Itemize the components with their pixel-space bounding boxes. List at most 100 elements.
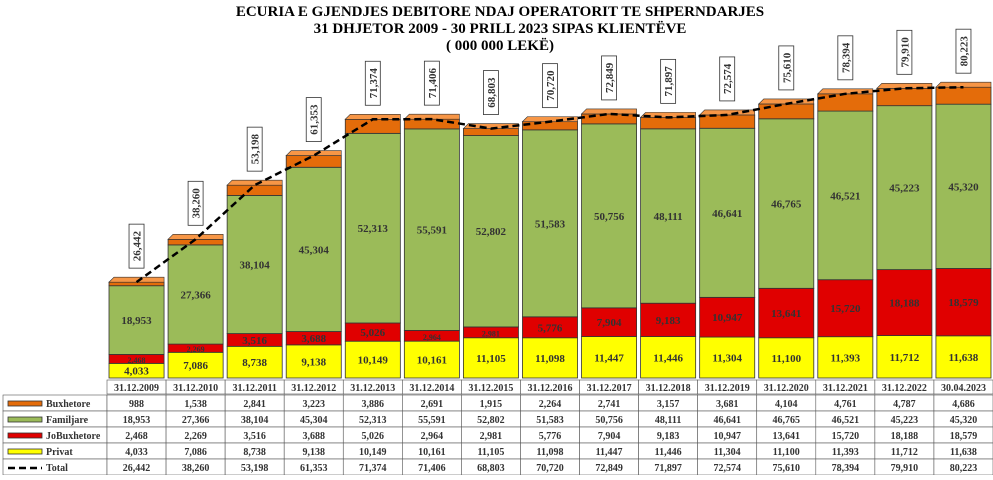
total-label-box bbox=[896, 29, 913, 75]
table-value: 11,105 bbox=[477, 447, 504, 458]
category-cell bbox=[933, 379, 993, 395]
total-label: 70,720 bbox=[545, 70, 557, 101]
data-label-privat: 11,098 bbox=[535, 353, 565, 365]
category-label: 30.04.2023 bbox=[941, 383, 986, 394]
total-label: 78,394 bbox=[840, 42, 852, 73]
table-value: 11,393 bbox=[832, 447, 859, 458]
category-label: 31.12.2022 bbox=[882, 383, 927, 394]
table-value: 9,138 bbox=[302, 447, 325, 458]
table-value: 10,947 bbox=[713, 431, 741, 442]
total-label: 80,223 bbox=[958, 36, 970, 67]
table-value: 18,188 bbox=[891, 431, 919, 442]
bar-jobuxhetore bbox=[699, 296, 756, 338]
table-value: 3,157 bbox=[657, 399, 680, 410]
table-value: 10,161 bbox=[418, 447, 446, 458]
bar-top-face bbox=[580, 108, 637, 115]
legend-label: Total bbox=[46, 463, 68, 474]
data-label-privat: 7,086 bbox=[183, 360, 208, 372]
bar-familjare bbox=[640, 128, 697, 304]
bar-buxhetore bbox=[699, 114, 756, 129]
data-label-jobuxhetore: 2,964 bbox=[423, 333, 441, 342]
table-value: 11,446 bbox=[655, 447, 682, 458]
total-label-box bbox=[305, 97, 322, 142]
bar-buxhetore bbox=[758, 103, 815, 120]
total-label-box bbox=[423, 60, 440, 106]
data-label-privat: 11,304 bbox=[712, 353, 742, 365]
table-value: 72,849 bbox=[595, 463, 623, 474]
data-label-privat: 4,033 bbox=[124, 366, 149, 378]
table-value: 2,964 bbox=[421, 431, 444, 442]
table-value: 38,104 bbox=[241, 415, 269, 426]
data-label-familjare: 48,111 bbox=[654, 211, 683, 223]
table-value: 68,803 bbox=[477, 463, 505, 474]
bar-privat bbox=[876, 335, 933, 379]
table-value: 52,802 bbox=[477, 415, 505, 426]
table-value: 3,688 bbox=[302, 431, 325, 442]
bar-buxhetore bbox=[403, 118, 460, 130]
total-label: 53,198 bbox=[250, 134, 262, 165]
table-value: 3,886 bbox=[362, 399, 385, 410]
data-label-privat: 9,138 bbox=[301, 356, 326, 368]
legend-swatch-buxhetore bbox=[7, 400, 43, 407]
table-value: 4,761 bbox=[834, 399, 857, 410]
bar-familjare bbox=[462, 135, 519, 328]
chart-title-line-2: 31 DHJETOR 2009 - 30 PRILL 2023 SIPAS KL… bbox=[314, 21, 687, 37]
data-label-jobuxhetore: 5,776 bbox=[538, 322, 563, 334]
chart-title-line-3: ( 000 000 LEKË) bbox=[446, 38, 554, 54]
bar-familjare bbox=[935, 103, 992, 269]
table-value: 2,741 bbox=[598, 399, 621, 410]
table-value: 7,086 bbox=[184, 447, 207, 458]
table-value: 80,223 bbox=[950, 463, 978, 474]
category-label: 31.12.2018 bbox=[646, 383, 691, 394]
bar-buxhetore bbox=[285, 155, 342, 168]
data-label-privat: 11,100 bbox=[771, 353, 801, 365]
data-label-familjare: 45,304 bbox=[299, 244, 330, 256]
bar-privat bbox=[167, 351, 224, 379]
table-value: 78,394 bbox=[832, 463, 860, 474]
table-value: 11,638 bbox=[950, 447, 977, 458]
legend-label: JoBuxhetore bbox=[46, 431, 101, 442]
category-label: 31.12.2012 bbox=[291, 383, 336, 394]
total-label: 38,260 bbox=[191, 188, 203, 219]
category-label: 31.12.2015 bbox=[468, 383, 513, 394]
total-label: 61,353 bbox=[309, 104, 321, 135]
table-value: 4,104 bbox=[775, 399, 798, 410]
data-label-jobuxhetore: 10,947 bbox=[712, 312, 743, 324]
total-label-box bbox=[187, 180, 204, 226]
bar-top-face bbox=[876, 83, 933, 89]
bar-familjare bbox=[522, 129, 578, 318]
bar-familjare bbox=[699, 127, 756, 298]
legend-label: Familjare bbox=[46, 415, 89, 426]
data-label-jobuxhetore: 3,688 bbox=[301, 333, 326, 345]
table-value: 71,406 bbox=[418, 463, 446, 474]
bar-top-face bbox=[285, 150, 342, 156]
bar-familjare bbox=[876, 105, 933, 271]
legend-swatch-familjare bbox=[7, 416, 43, 423]
bar-buxhetore bbox=[108, 281, 165, 287]
table-value: 75,610 bbox=[773, 463, 801, 474]
data-label-familjare: 50,756 bbox=[594, 211, 625, 223]
total-label-box bbox=[837, 35, 854, 81]
bar-top-face bbox=[403, 113, 460, 120]
data-label-privat: 11,393 bbox=[831, 352, 861, 364]
category-label: 31.12.2014 bbox=[409, 383, 454, 394]
total-label-box bbox=[719, 56, 736, 102]
table-value: 5,026 bbox=[362, 431, 385, 442]
category-label: 31.12.2010 bbox=[173, 383, 218, 394]
bar-familjare bbox=[226, 195, 283, 334]
table-value: 26,442 bbox=[123, 463, 151, 474]
total-label: 68,803 bbox=[486, 77, 498, 108]
category-label: 31.12.2016 bbox=[528, 383, 573, 394]
table-value: 3,681 bbox=[716, 399, 739, 410]
data-label-privat: 11,447 bbox=[594, 352, 624, 364]
table-value: 5,776 bbox=[539, 431, 562, 442]
table-value: 70,720 bbox=[536, 463, 564, 474]
total-label: 71,897 bbox=[663, 66, 675, 97]
total-label-box bbox=[778, 45, 795, 91]
data-label-familjare: 18,953 bbox=[121, 315, 152, 327]
bar-buxhetore bbox=[226, 184, 283, 196]
category-label: 31.12.2011 bbox=[232, 383, 276, 394]
total-line bbox=[135, 85, 964, 284]
table-value: 27,366 bbox=[182, 415, 210, 426]
category-label: 31.12.2013 bbox=[350, 383, 395, 394]
